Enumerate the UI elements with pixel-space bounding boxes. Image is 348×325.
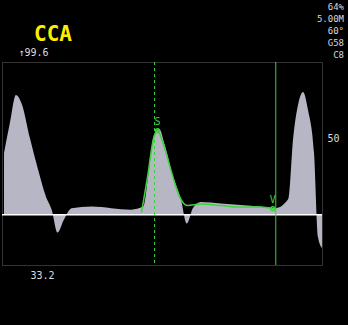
html-text:CCA: CCA — [34, 22, 72, 46]
svg-text:S: S — [155, 116, 161, 127]
html-text:64%: 64% — [327, 2, 344, 12]
svg-text:50: 50 — [328, 133, 340, 144]
html-text:G58: G58 — [327, 38, 344, 48]
svg-text:V: V — [270, 194, 276, 205]
svg-text:33.2: 33.2 — [31, 270, 55, 281]
svg-text:↑99.6: ↑99.6 — [19, 47, 49, 58]
html-text:5.00M: 5.00M — [316, 14, 344, 24]
html-text:C8: C8 — [333, 50, 344, 60]
html-text:60°: 60° — [327, 26, 344, 36]
